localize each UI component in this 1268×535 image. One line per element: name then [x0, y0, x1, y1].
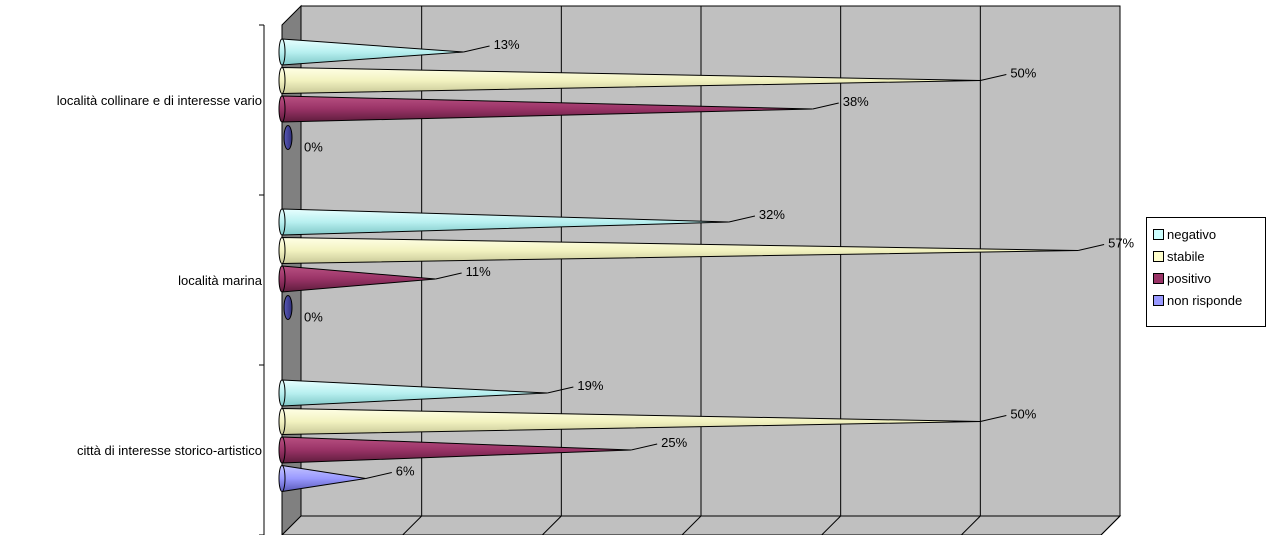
floor-gridline — [402, 515, 423, 535]
category-label-marina: località marina — [178, 273, 262, 288]
label-leader — [728, 215, 756, 223]
data-label: 0% — [304, 140, 323, 155]
cone-base — [278, 408, 286, 435]
cone-non-risponde — [283, 295, 293, 320]
data-label: 25% — [661, 435, 687, 450]
floor-gridline — [1100, 515, 1121, 535]
floor-gridline — [960, 515, 981, 535]
floor — [281, 515, 1122, 535]
legend-swatch-stabile — [1153, 250, 1164, 262]
cone-base — [278, 436, 286, 464]
cone-base — [278, 379, 286, 407]
data-label: 50% — [1010, 407, 1036, 422]
data-label: 32% — [759, 207, 785, 222]
data-label: 6% — [396, 464, 415, 479]
data-label: 11% — [466, 264, 491, 279]
label-leader — [631, 443, 658, 451]
cone-base — [278, 67, 286, 94]
data-label: 50% — [1010, 66, 1036, 81]
data-label: 0% — [304, 310, 323, 325]
floor-gridline — [541, 515, 562, 535]
legend-swatch-negativo — [1153, 228, 1164, 240]
data-label: 19% — [577, 378, 603, 393]
label-leader — [1077, 244, 1105, 251]
label-leader — [980, 415, 1007, 422]
legend-item-non-risponde: non risponde — [1153, 289, 1265, 311]
label-leader — [980, 74, 1007, 81]
legend-swatch-positivo — [1153, 272, 1164, 284]
legend-label: non risponde — [1167, 292, 1243, 308]
label-leader — [365, 472, 392, 479]
cone-base — [278, 95, 286, 123]
legend-label: stabile — [1167, 248, 1205, 264]
label-leader — [435, 272, 462, 280]
legend-item-negativo: negativo — [1153, 223, 1265, 245]
legend-item-positivo: positivo — [1153, 267, 1265, 289]
legend-label: negativo — [1167, 226, 1217, 242]
legend-label: positivo — [1167, 270, 1212, 286]
cone-base — [278, 237, 286, 264]
label-leader — [463, 45, 490, 53]
data-label: 13% — [494, 37, 520, 52]
floor-gridline — [821, 515, 842, 535]
data-label: 38% — [843, 94, 869, 109]
data-label: 57% — [1108, 236, 1134, 251]
cone-base — [278, 38, 286, 66]
legend-swatch-non-risponde — [1153, 294, 1164, 306]
legend: negativo stabile positivo non risponde — [1146, 217, 1266, 327]
cone-base — [278, 265, 286, 293]
legend-item-stabile: stabile — [1153, 245, 1265, 267]
floor-gridline — [681, 515, 702, 535]
label-leader — [547, 386, 574, 394]
cone-base — [278, 208, 286, 236]
cone-base — [278, 465, 286, 492]
cone-non-risponde — [283, 125, 293, 150]
category-label-citta: città di interesse storico-artistico — [77, 443, 262, 458]
label-leader — [812, 102, 839, 110]
category-label-collinare: località collinare e di interesse vario — [56, 93, 262, 108]
